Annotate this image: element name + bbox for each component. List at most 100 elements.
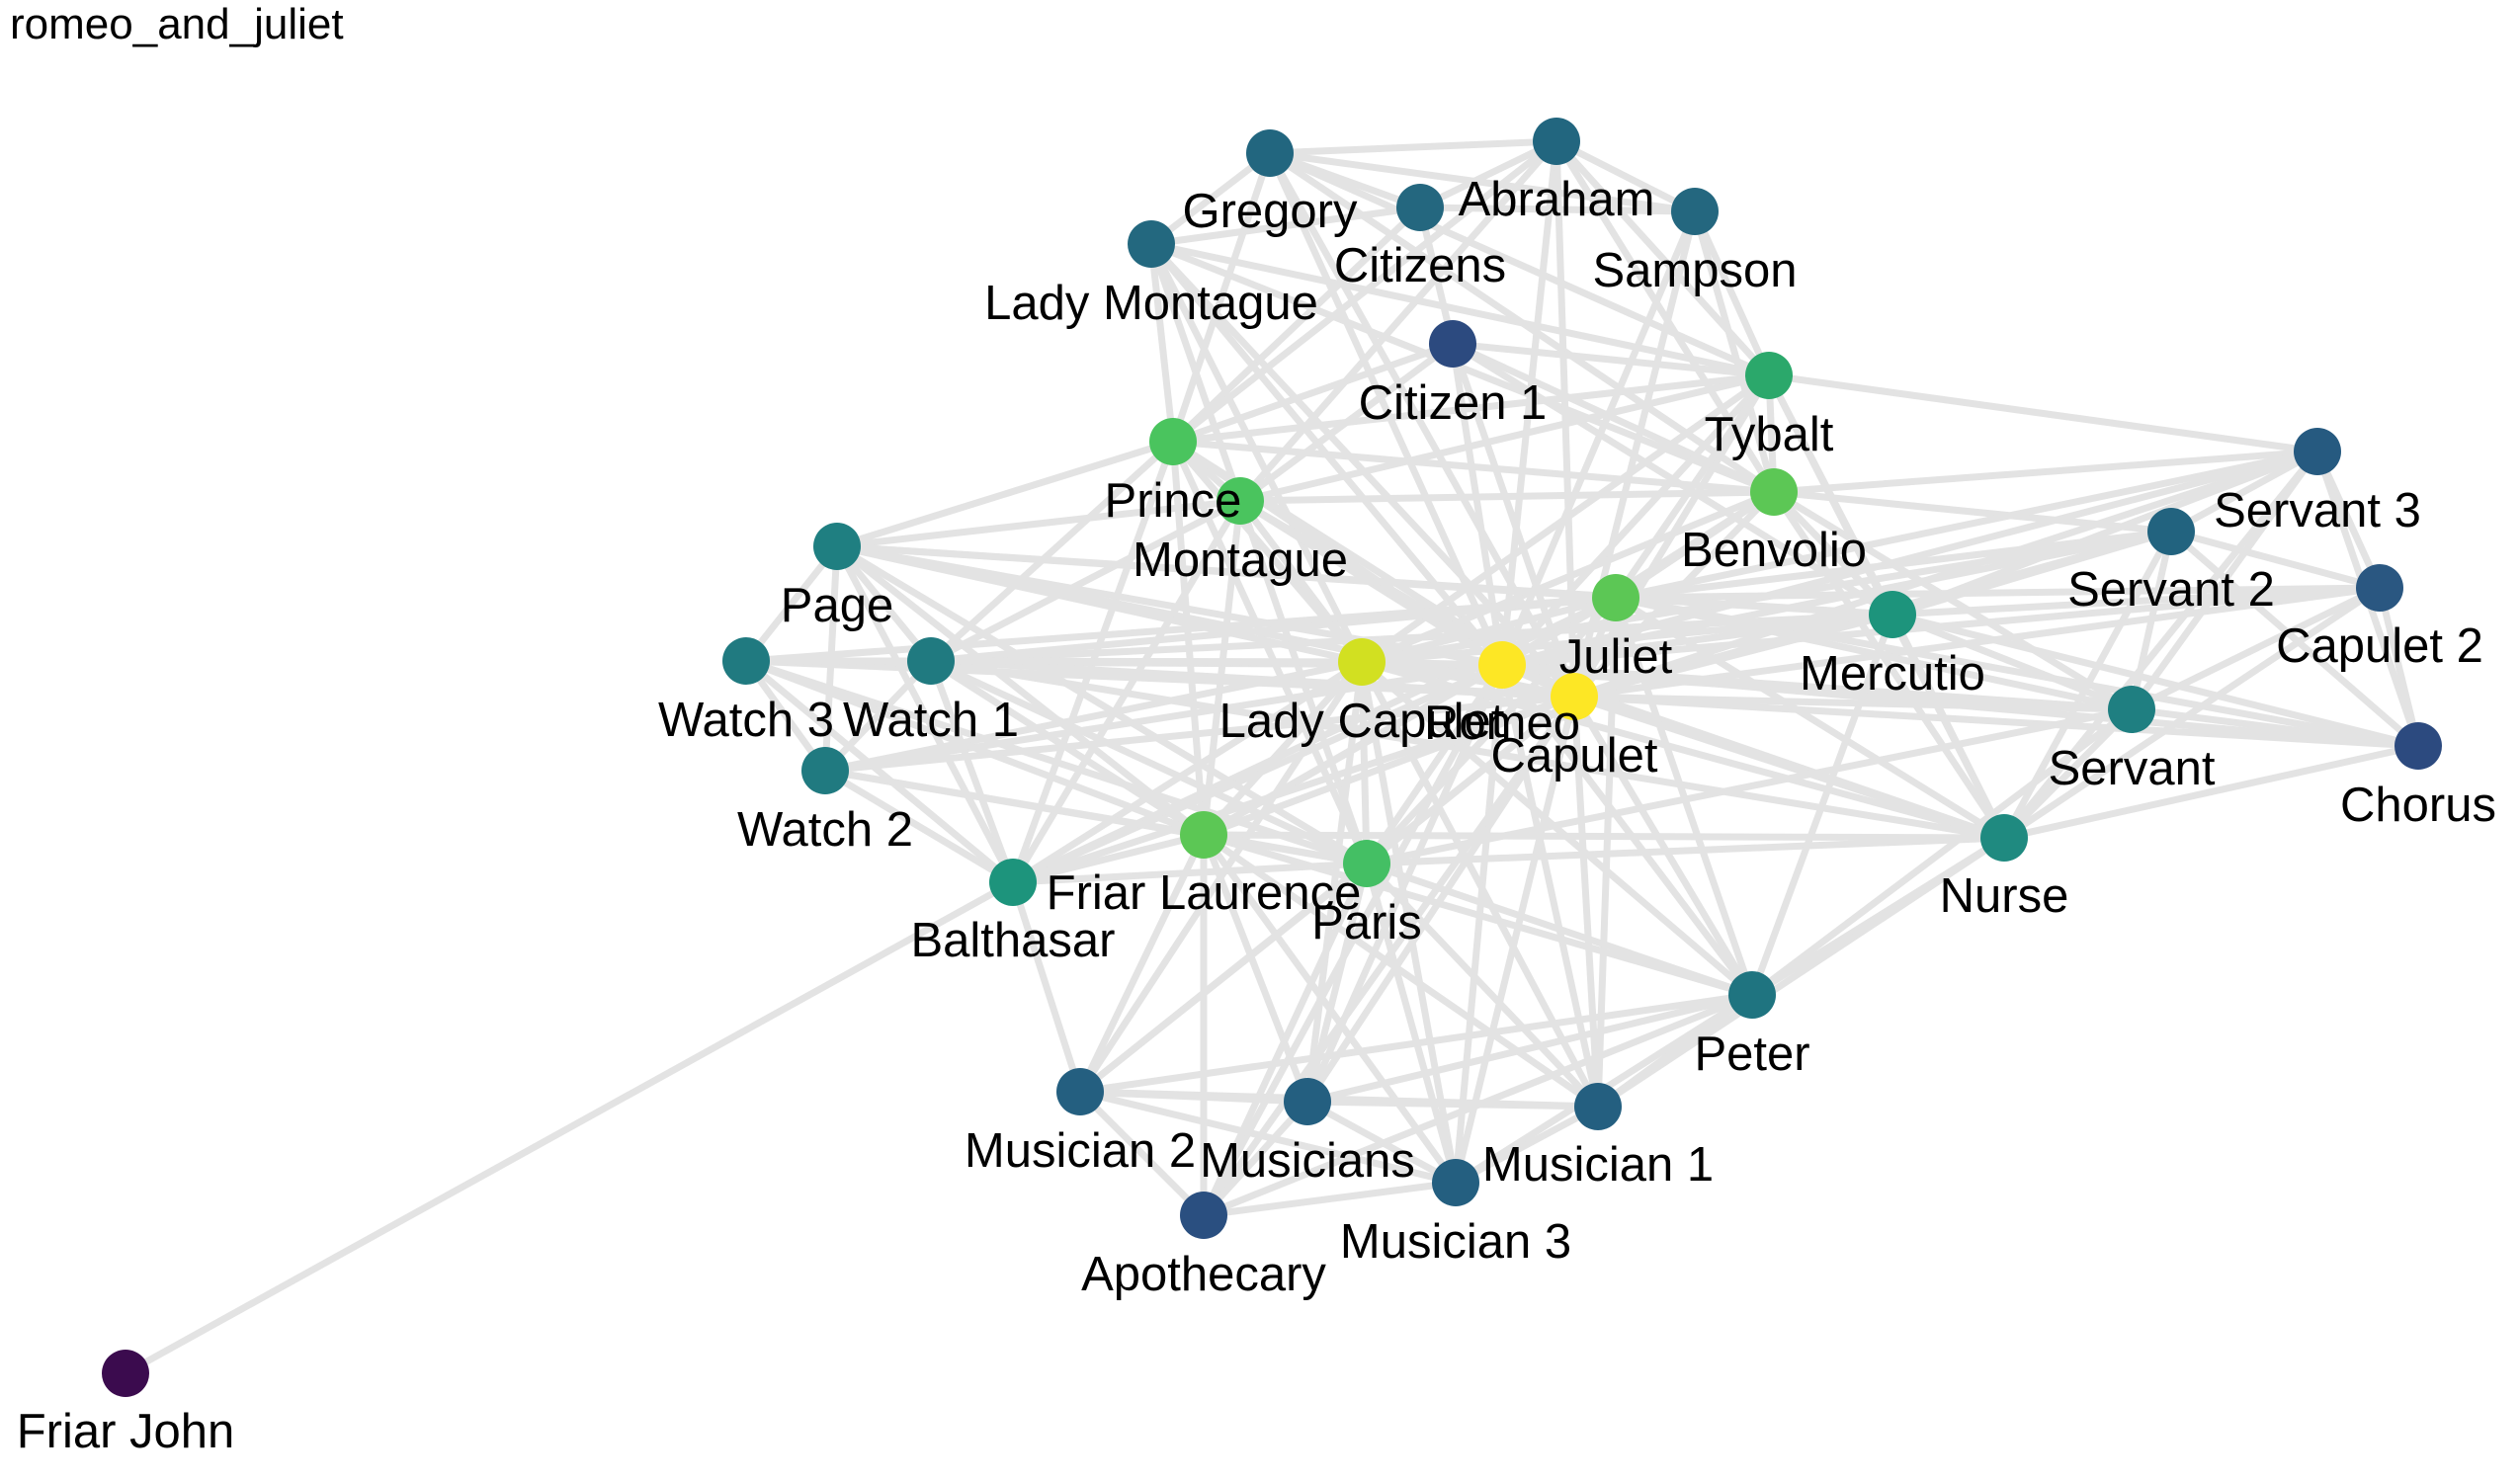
- edge-capulet-balthasar: [1009, 693, 1578, 886]
- node-lady-capulet: [1338, 638, 1386, 686]
- node-label-apothecary: Apothecary: [1081, 1248, 1326, 1301]
- edge-benvolio-nurse: [1770, 488, 2008, 842]
- node-citizens: [1396, 184, 1444, 231]
- node-juliet: [1592, 574, 1639, 621]
- edge-lady-capulet-page: [833, 542, 1366, 666]
- node-musicians: [1284, 1078, 1331, 1125]
- edge-capulet-2-chorus: [2376, 584, 2422, 750]
- edge-citizens-lady-montague: [1147, 204, 1424, 248]
- edge-nurse-juliet: [1612, 594, 2008, 842]
- edge-musician-3-apothecary: [1200, 1179, 1460, 1219]
- node-watch-2: [801, 747, 849, 794]
- edge-friar-laurence-musician-2: [1076, 831, 1208, 1096]
- node-label-servant-3: Servant 3: [2214, 484, 2421, 537]
- edge-servant-mercutio: [1889, 611, 2136, 713]
- node-watch-3: [722, 637, 770, 685]
- node-sampson: [1671, 188, 1719, 235]
- node-label-musician-2: Musician 2: [965, 1124, 1196, 1178]
- edge-prince-benvolio: [1169, 438, 1778, 496]
- edge-lady-capulet-paris: [1358, 658, 1371, 867]
- edge-lady-capulet-musician-1: [1358, 658, 1602, 1111]
- edge-musician-1-musician-3: [1452, 1103, 1602, 1187]
- node-label-capulet: Capulet: [1491, 729, 1658, 782]
- node-label-musician-3: Musician 3: [1340, 1215, 1571, 1269]
- edge-citizens-prince: [1169, 204, 1424, 446]
- node-montague: [1217, 477, 1264, 525]
- edge-capulet-peter: [1570, 693, 1756, 999]
- edge-mercutio-watch-1: [927, 611, 1896, 665]
- edge-abraham-prince: [1169, 137, 1560, 446]
- node-watch-1: [907, 637, 955, 685]
- node-label-citizen-1: Citizen 1: [1359, 376, 1548, 430]
- edge-capulet-watch-3: [742, 657, 1578, 700]
- node-prince: [1149, 418, 1197, 465]
- edge-friar-laurence-watch-3: [742, 657, 1208, 839]
- edge-page-watch-1: [833, 542, 935, 665]
- node-label-prince: Prince: [1105, 474, 1242, 528]
- edge-peter-musician-2: [1076, 991, 1756, 1096]
- edge-friar-laurence-peter: [1200, 831, 1756, 999]
- edge-musicians-apothecary: [1200, 1098, 1311, 1219]
- nodes-layer: [102, 118, 2442, 1397]
- edge-gregory-abraham: [1266, 137, 1560, 157]
- node-label-musician-1: Musician 1: [1482, 1138, 1714, 1192]
- node-musician-2: [1056, 1068, 1104, 1115]
- node-paris: [1343, 840, 1390, 887]
- edge-mercutio-capulet: [1570, 611, 1896, 700]
- node-label-friar-john: Friar John: [17, 1405, 235, 1458]
- edge-benvolio-juliet: [1612, 488, 1778, 602]
- node-label-page: Page: [781, 579, 893, 632]
- edge-capulet-2-mercutio: [1889, 584, 2384, 618]
- edge-abraham-montague: [1236, 137, 1560, 505]
- edge-paris-apothecary: [1200, 860, 1371, 1219]
- edge-romeo-musician-3: [1452, 661, 1506, 1187]
- edge-paris-balthasar: [1009, 860, 1371, 886]
- edge-watch-1-watch-2: [821, 657, 935, 775]
- node-label-servant: Servant: [2049, 742, 2216, 795]
- node-label-montague: Montague: [1133, 534, 1348, 587]
- edge-servant-3-juliet: [1612, 448, 2321, 602]
- node-page: [813, 523, 861, 570]
- node-nurse: [1980, 814, 2028, 862]
- edge-friar-laurence-musician-1: [1200, 831, 1602, 1111]
- edge-page-watch-3: [742, 542, 841, 665]
- node-gregory: [1246, 129, 1294, 177]
- edge-balthasar-musician-2: [1009, 878, 1084, 1096]
- edge-servant-2-chorus: [2167, 528, 2422, 750]
- node-label-nurse: Nurse: [1940, 869, 2069, 923]
- edge-benvolio-servant-3: [1770, 448, 2321, 496]
- edge-capulet-musician-1: [1570, 693, 1602, 1111]
- node-label-abraham: Abraham: [1459, 173, 1655, 226]
- node-label-gregory: Gregory: [1182, 185, 1358, 238]
- node-label-paris: Paris: [1311, 896, 1422, 949]
- edge-friar-laurence-watch-1: [927, 657, 1208, 839]
- node-label-mercutio: Mercutio: [1800, 647, 1985, 700]
- node-label-romeo: Romeo: [1424, 697, 1580, 750]
- graph-title: romeo_and_juliet: [10, 0, 344, 48]
- edge-balthasar-page: [833, 542, 1017, 886]
- node-label-lady-montague: Lady Montague: [984, 277, 1318, 330]
- edge-benvolio-servant: [1770, 488, 2136, 713]
- node-mercutio: [1869, 591, 1916, 638]
- edge-gregory-romeo: [1266, 149, 1506, 669]
- node-label-watch-1: Watch 1: [843, 694, 1019, 747]
- edge-lady-capulet-watch-2: [821, 658, 1366, 775]
- node-peter: [1728, 971, 1776, 1019]
- node-label-benvolio: Benvolio: [1681, 524, 1867, 577]
- node-label-servant-2: Servant 2: [2067, 563, 2275, 617]
- edge-gregory-tybalt: [1266, 149, 1773, 379]
- edge-friar-john-balthasar: [122, 878, 1017, 1377]
- node-capulet-2: [2356, 564, 2403, 612]
- edge-balthasar-watch-3: [742, 657, 1017, 886]
- edge-lady-montague-lady-capulet: [1147, 240, 1366, 666]
- edge-nurse-mercutio: [1889, 611, 2008, 842]
- node-lady-montague: [1128, 220, 1175, 268]
- edge-friar-laurence-musicians: [1200, 831, 1311, 1106]
- node-friar-john: [102, 1350, 149, 1397]
- node-label-capulet-2: Capulet 2: [2276, 619, 2483, 673]
- edge-tybalt-servant-3: [1765, 371, 2321, 455]
- edge-sampson-tybalt: [1691, 207, 1773, 379]
- edge-chorus-nurse: [2000, 742, 2422, 842]
- edge-lady-capulet-friar-laurence: [1200, 658, 1366, 839]
- node-apothecary: [1180, 1192, 1227, 1239]
